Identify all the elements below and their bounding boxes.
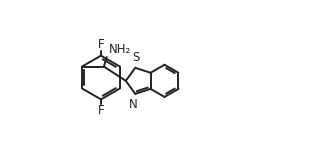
- Text: F: F: [98, 38, 104, 51]
- Text: NH₂: NH₂: [109, 43, 131, 56]
- Text: F: F: [98, 104, 104, 117]
- Text: N: N: [129, 98, 138, 111]
- Text: S: S: [133, 51, 140, 64]
